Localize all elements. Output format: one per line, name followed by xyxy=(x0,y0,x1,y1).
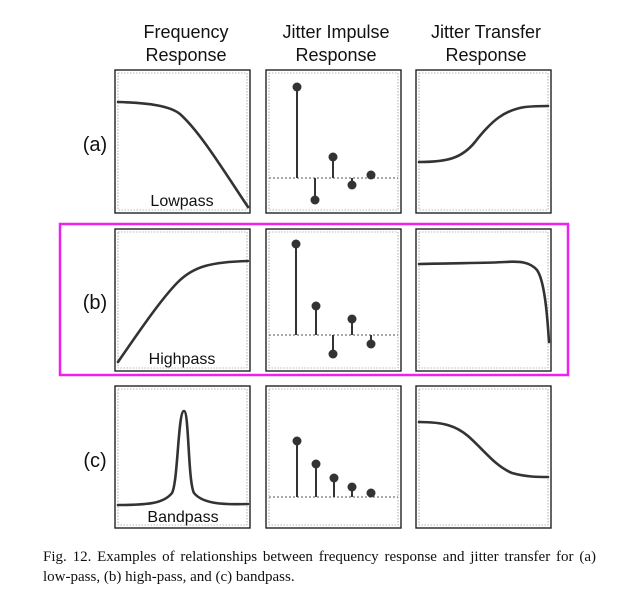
col-header-frequency-line1: Frequency xyxy=(143,22,228,42)
row-a-frequency-panel: Lowpass xyxy=(114,69,251,214)
column-headers: Frequency Response Jitter Impulse Respon… xyxy=(143,22,541,65)
col-header-impulse-line1: Jitter Impulse xyxy=(282,22,389,42)
figure-diagram: Frequency Response Jitter Impulse Respon… xyxy=(58,22,570,529)
impulse-dot xyxy=(311,459,321,469)
row-label-c: (c) xyxy=(83,450,106,472)
row-c-frequency-panel: Bandpass xyxy=(114,385,251,529)
filter-label-bandpass: Bandpass xyxy=(147,509,218,526)
row-b-frequency-panel: Highpass xyxy=(114,228,251,372)
impulse-dot xyxy=(291,239,301,249)
col-header-impulse-line2: Response xyxy=(295,45,376,65)
row-c-transfer-panel xyxy=(415,385,552,529)
impulse-dot xyxy=(347,482,357,492)
impulse-dot xyxy=(347,314,357,324)
impulse-dot xyxy=(292,436,302,446)
filter-label-lowpass: Lowpass xyxy=(150,193,213,210)
filter-label-highpass: Highpass xyxy=(149,351,216,368)
impulse-dot xyxy=(311,301,321,311)
impulse-dot xyxy=(292,82,302,92)
impulse-dot xyxy=(366,170,376,180)
row-a-impulse-panel xyxy=(265,69,402,214)
impulse-dot xyxy=(347,180,357,190)
impulse-dot xyxy=(366,339,376,349)
row-b-impulse-panel xyxy=(265,228,402,372)
row-label-b: (b) xyxy=(83,292,107,314)
impulse-dot xyxy=(328,152,338,162)
figure-caption: Fig. 12. Examples of relationships betwe… xyxy=(43,549,596,585)
row-b-transfer-panel xyxy=(415,228,552,372)
row-c-impulse-panel xyxy=(265,385,402,529)
col-header-transfer-line1: Jitter Transfer xyxy=(431,22,541,42)
row-a-transfer-panel xyxy=(415,69,552,214)
impulse-dot xyxy=(366,488,376,498)
col-header-transfer-line2: Response xyxy=(445,45,526,65)
row-label-a: (a) xyxy=(83,134,107,156)
impulse-dot xyxy=(310,195,320,205)
col-header-frequency-line2: Response xyxy=(145,45,226,65)
impulse-dot xyxy=(328,349,338,359)
highlight-box xyxy=(58,222,570,377)
impulse-dot xyxy=(329,473,339,483)
